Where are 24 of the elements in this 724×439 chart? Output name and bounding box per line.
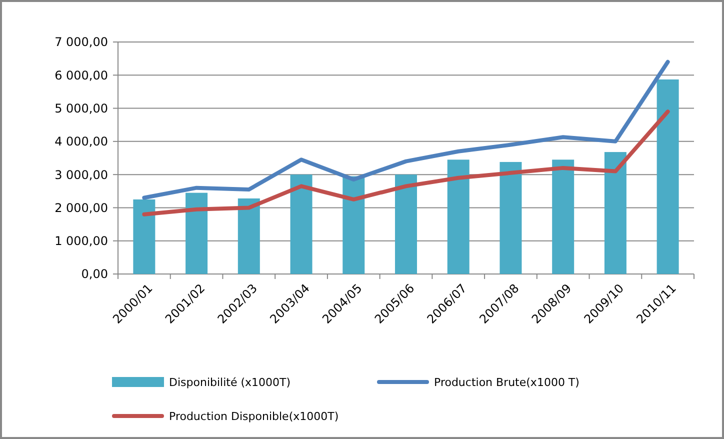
bar	[500, 162, 522, 274]
bar	[552, 160, 574, 274]
y-tick-label: 7 000,00	[54, 35, 108, 50]
legend-label: Production Brute(x1000 T)	[434, 376, 580, 389]
y-tick-label: 0,00	[81, 267, 108, 282]
bar	[342, 176, 365, 274]
legend-label: Production Disponible(x1000T)	[169, 410, 339, 423]
bar	[656, 79, 679, 274]
line-series	[142, 110, 670, 216]
y-tick-label: 3 000,00	[54, 168, 108, 182]
line-series	[142, 60, 670, 200]
bar	[604, 152, 626, 274]
y-tick-label: 4 000,00	[54, 134, 108, 149]
y-tick-label: 5 000,00	[54, 101, 108, 116]
bar	[133, 199, 156, 274]
y-tick-label: 1 000,00	[54, 234, 108, 248]
y-tick-label: 2 000,00	[54, 200, 108, 215]
bar	[238, 198, 260, 274]
bar	[395, 174, 417, 274]
bar	[290, 174, 312, 274]
bar	[186, 192, 208, 274]
y-tick-label: 6 000,00	[54, 68, 108, 82]
bar	[447, 160, 470, 274]
legend-label: Disponibilité (x1000T)	[169, 376, 291, 389]
